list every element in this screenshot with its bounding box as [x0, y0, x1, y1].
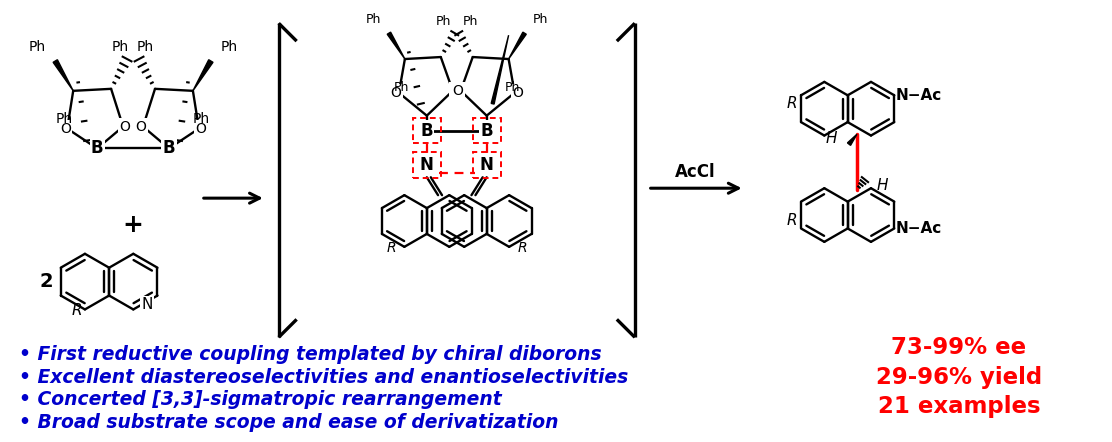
- Text: N: N: [420, 156, 434, 174]
- Text: 21 examples: 21 examples: [877, 395, 1041, 418]
- Polygon shape: [492, 35, 508, 104]
- Text: R: R: [387, 241, 396, 255]
- Text: Ph: Ph: [394, 81, 409, 94]
- Text: O: O: [453, 84, 464, 98]
- Text: R: R: [787, 96, 797, 111]
- Text: O: O: [196, 122, 207, 136]
- Polygon shape: [387, 32, 405, 59]
- Text: N−Ac: N−Ac: [895, 221, 942, 236]
- Text: +: +: [122, 213, 143, 237]
- Text: 2: 2: [39, 272, 52, 291]
- Text: Ph: Ph: [221, 40, 238, 54]
- Text: B: B: [480, 122, 493, 140]
- Text: • Excellent diastereoselectivities and enantioselectivities: • Excellent diastereoselectivities and e…: [19, 367, 628, 386]
- Text: H: H: [825, 131, 837, 146]
- Text: Ph: Ph: [192, 112, 210, 126]
- Text: R: R: [71, 303, 82, 318]
- Polygon shape: [508, 32, 526, 59]
- Text: R: R: [517, 241, 527, 255]
- Text: H: H: [877, 178, 888, 193]
- Text: N: N: [141, 297, 152, 312]
- Bar: [473, 118, 500, 144]
- Text: O: O: [120, 120, 130, 133]
- Text: 73-99% ee: 73-99% ee: [892, 336, 1026, 359]
- Text: • First reductive coupling templated by chiral diborons: • First reductive coupling templated by …: [19, 345, 602, 364]
- Polygon shape: [192, 60, 214, 91]
- Text: N: N: [479, 156, 494, 174]
- Text: O: O: [60, 122, 71, 136]
- Text: Ph: Ph: [436, 15, 450, 28]
- Text: Ph: Ph: [366, 13, 381, 26]
- Text: Ph: Ph: [56, 112, 73, 126]
- Text: O: O: [450, 84, 461, 98]
- Bar: [413, 152, 440, 178]
- Text: AcCl: AcCl: [675, 163, 716, 181]
- Bar: [413, 118, 440, 144]
- Text: Ph: Ph: [137, 40, 155, 54]
- Text: • Concerted [3,3]-sigmatropic rearrangement: • Concerted [3,3]-sigmatropic rearrangem…: [19, 390, 503, 409]
- Text: • Broad substrate scope and ease of derivatization: • Broad substrate scope and ease of deri…: [19, 413, 559, 432]
- Text: O: O: [513, 86, 523, 100]
- Text: O: O: [390, 86, 401, 100]
- Text: R: R: [787, 213, 797, 228]
- Text: Ph: Ph: [505, 81, 520, 94]
- Text: O: O: [136, 120, 147, 133]
- Text: B: B: [162, 140, 176, 157]
- Bar: [473, 152, 500, 178]
- Polygon shape: [847, 134, 857, 145]
- Text: N−Ac: N−Ac: [895, 88, 942, 103]
- Polygon shape: [53, 60, 73, 91]
- Text: B: B: [91, 140, 103, 157]
- Text: Ph: Ph: [463, 15, 478, 28]
- Text: Ph: Ph: [112, 40, 129, 54]
- Text: Ph: Ph: [28, 40, 46, 54]
- Text: 29-96% yield: 29-96% yield: [876, 366, 1042, 389]
- Text: B: B: [420, 122, 434, 140]
- Text: Ph: Ph: [533, 13, 548, 26]
